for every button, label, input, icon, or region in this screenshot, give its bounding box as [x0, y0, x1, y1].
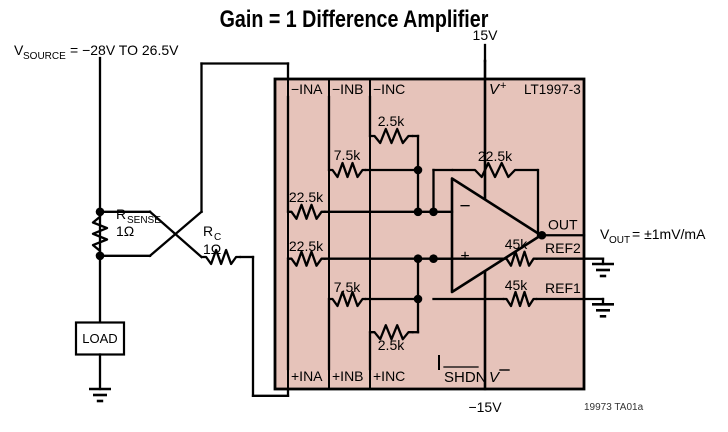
svg-text:SHDN: SHDN — [444, 369, 487, 386]
svg-text:+INB: +INB — [332, 368, 364, 384]
svg-text:−INA: −INA — [291, 81, 323, 97]
svg-text:−INB: −INB — [332, 81, 364, 97]
svg-text:R: R — [116, 206, 126, 222]
svg-text:45k: 45k — [505, 236, 529, 252]
svg-text:−: − — [459, 196, 470, 217]
svg-text:1Ω: 1Ω — [116, 223, 134, 239]
svg-text:2.5k: 2.5k — [378, 113, 405, 129]
svg-text:OUT: OUT — [609, 235, 630, 246]
svg-text:22.5k: 22.5k — [478, 148, 513, 164]
svg-text:SOURCE: SOURCE — [23, 51, 66, 62]
svg-text:R: R — [203, 223, 213, 239]
svg-text:7.5k: 7.5k — [334, 279, 361, 295]
svg-text:+INC: +INC — [373, 368, 405, 384]
svg-text:22.5k: 22.5k — [289, 238, 324, 254]
svg-text:2.5k: 2.5k — [378, 337, 405, 353]
svg-text:−15V: −15V — [468, 399, 502, 415]
svg-text:+: + — [500, 80, 506, 92]
svg-text:+: + — [460, 248, 469, 265]
svg-text:LOAD: LOAD — [82, 331, 117, 346]
svg-text:= −28V TO 26.5V: = −28V TO 26.5V — [70, 42, 179, 58]
svg-text:−INC: −INC — [373, 81, 405, 97]
svg-text:45k: 45k — [505, 277, 529, 293]
svg-text:22.5k: 22.5k — [289, 189, 324, 205]
svg-text:15V: 15V — [473, 27, 499, 43]
svg-text:+INA: +INA — [291, 368, 323, 384]
svg-text:7.5k: 7.5k — [334, 147, 361, 163]
svg-text:19973 TA01a: 19973 TA01a — [584, 402, 644, 413]
svg-text:LT1997-3: LT1997-3 — [524, 82, 581, 97]
svg-text:OUT: OUT — [548, 216, 578, 232]
svg-text:Gain = 1 Difference Amplifier: Gain = 1 Difference Amplifier — [220, 5, 489, 32]
svg-text:= ±1mV/mA: = ±1mV/mA — [632, 226, 706, 242]
svg-text:REF1: REF1 — [545, 280, 581, 296]
svg-text:1Ω: 1Ω — [203, 241, 221, 257]
svg-text:REF2: REF2 — [545, 240, 581, 256]
